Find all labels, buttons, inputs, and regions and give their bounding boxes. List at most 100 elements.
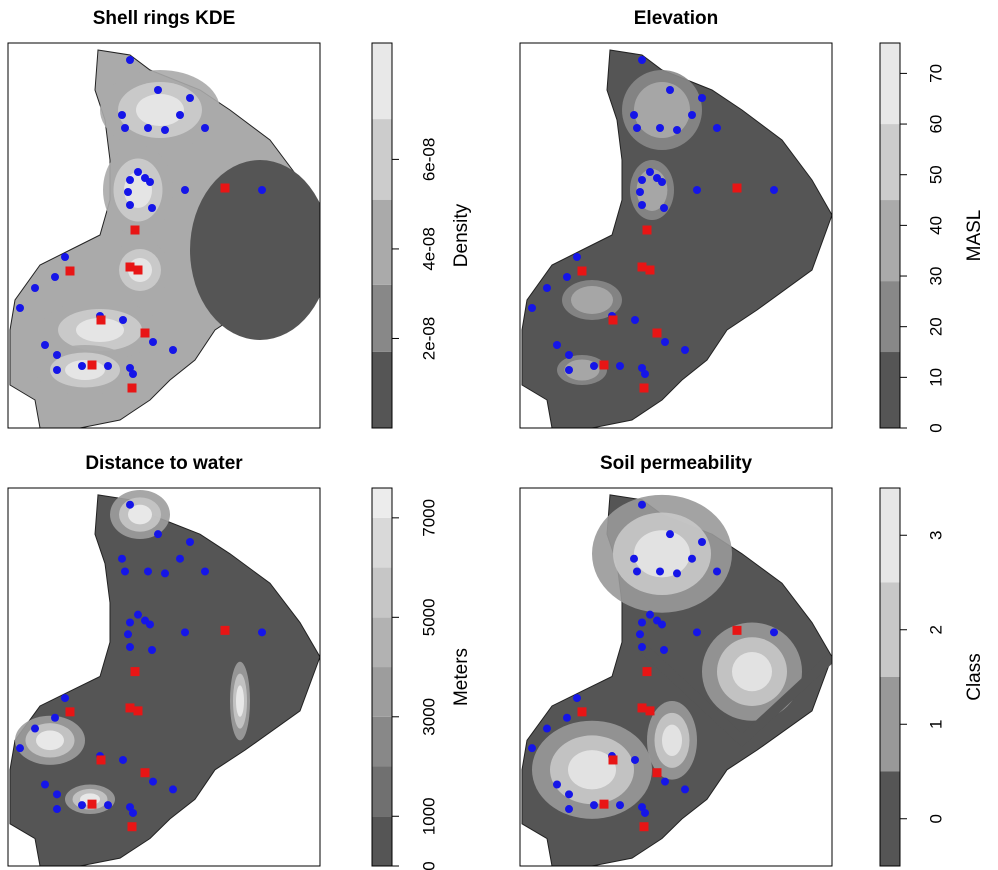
shell-ring [140, 768, 150, 778]
colorbar-band [880, 124, 900, 201]
shell-ring [645, 265, 655, 275]
shell-ring [732, 183, 742, 193]
shell-ring [652, 768, 662, 778]
site-point [169, 785, 177, 794]
colorbar-frame [371, 487, 393, 867]
region-band [662, 724, 682, 757]
shell-ring [645, 706, 655, 716]
shell-ring [599, 799, 609, 809]
site-point [104, 801, 112, 810]
site-point [41, 341, 49, 349]
site-point [770, 186, 778, 194]
site-point [126, 56, 134, 64]
colorbar-band [372, 567, 392, 618]
site-point [661, 777, 669, 786]
colorbar-band [372, 119, 392, 200]
site-point [693, 186, 701, 194]
site-point [693, 628, 701, 637]
map-frame [519, 487, 833, 867]
region-band [732, 651, 772, 692]
site-point [631, 755, 639, 764]
region [521, 49, 832, 428]
colorbar-band [880, 582, 900, 677]
shell-ring [220, 625, 230, 635]
colorbar-band [372, 488, 392, 518]
colorbar-frame [879, 42, 901, 429]
site-point [563, 273, 571, 281]
site-point [573, 253, 581, 261]
colorbar-tick-label: 0 [419, 861, 438, 870]
colorbar-tick-label: 0 [926, 423, 945, 432]
site-point [53, 351, 61, 359]
colorbar-tick-label: 4e-08 [419, 227, 438, 270]
shell-ring [125, 703, 135, 713]
shell-ring [87, 799, 97, 809]
site-point [630, 554, 638, 563]
shell-ring [639, 383, 649, 393]
site-point [126, 643, 134, 652]
colorbar-band [372, 766, 392, 817]
site-point [673, 569, 681, 578]
site-point [630, 111, 638, 119]
site-point [258, 186, 266, 194]
shell-ring [127, 383, 137, 393]
colorbar-band [880, 352, 900, 428]
colorbar-tick-label: 50 [926, 165, 945, 184]
site-point [119, 755, 127, 764]
panel-title: Soil permeability [600, 453, 752, 474]
colorbar-band [372, 716, 392, 767]
colorbar-tick-label: 1000 [419, 797, 438, 835]
site-point [565, 805, 573, 814]
shell-ring [130, 225, 140, 235]
site-point [713, 124, 721, 132]
site-point [713, 567, 721, 576]
site-point [638, 803, 646, 812]
site-point [636, 630, 644, 639]
map-frame [519, 42, 833, 429]
site-point [31, 284, 39, 292]
site-point [565, 790, 573, 799]
region-band [136, 94, 184, 126]
site-point [129, 370, 137, 378]
site-point [646, 168, 654, 176]
site-point [121, 124, 129, 132]
shell-ring [652, 328, 662, 338]
shell-ring [732, 625, 742, 635]
shell-ring [87, 360, 97, 370]
site-point [126, 364, 134, 372]
colorbar-band [880, 771, 900, 866]
site-point [258, 628, 266, 637]
site-point [61, 253, 69, 261]
colorbar-tick-label: 0 [926, 814, 945, 823]
site-point [51, 273, 59, 281]
site-point [78, 801, 86, 810]
colorbar-band [372, 43, 392, 120]
site-point [641, 808, 649, 817]
region-band [65, 360, 105, 380]
shell-ring [220, 183, 230, 193]
river [638, 643, 832, 748]
site-point [633, 124, 641, 132]
colorbar-label: Density [451, 203, 472, 267]
colorbar-band [372, 517, 392, 568]
site-point [53, 805, 61, 814]
colorbar-tick-label: 70 [926, 64, 945, 83]
site-point [144, 567, 152, 576]
colorbar-tick-label: 2 [926, 625, 945, 634]
colorbar-tick-label: 5000 [419, 598, 438, 636]
colorbar-frame [879, 487, 901, 867]
site-point [631, 316, 639, 324]
panel-title: Shell rings KDE [93, 8, 236, 29]
site-point [616, 801, 624, 810]
site-point [688, 111, 696, 119]
site-point [543, 284, 551, 292]
site-point [169, 346, 177, 354]
site-point [146, 178, 154, 186]
site-point [134, 168, 142, 176]
site-point [528, 304, 536, 312]
site-point [118, 111, 126, 119]
colorbar-tick-label: 3000 [419, 698, 438, 736]
site-point [565, 366, 573, 374]
site-point [126, 803, 134, 812]
map-frame [7, 487, 321, 867]
